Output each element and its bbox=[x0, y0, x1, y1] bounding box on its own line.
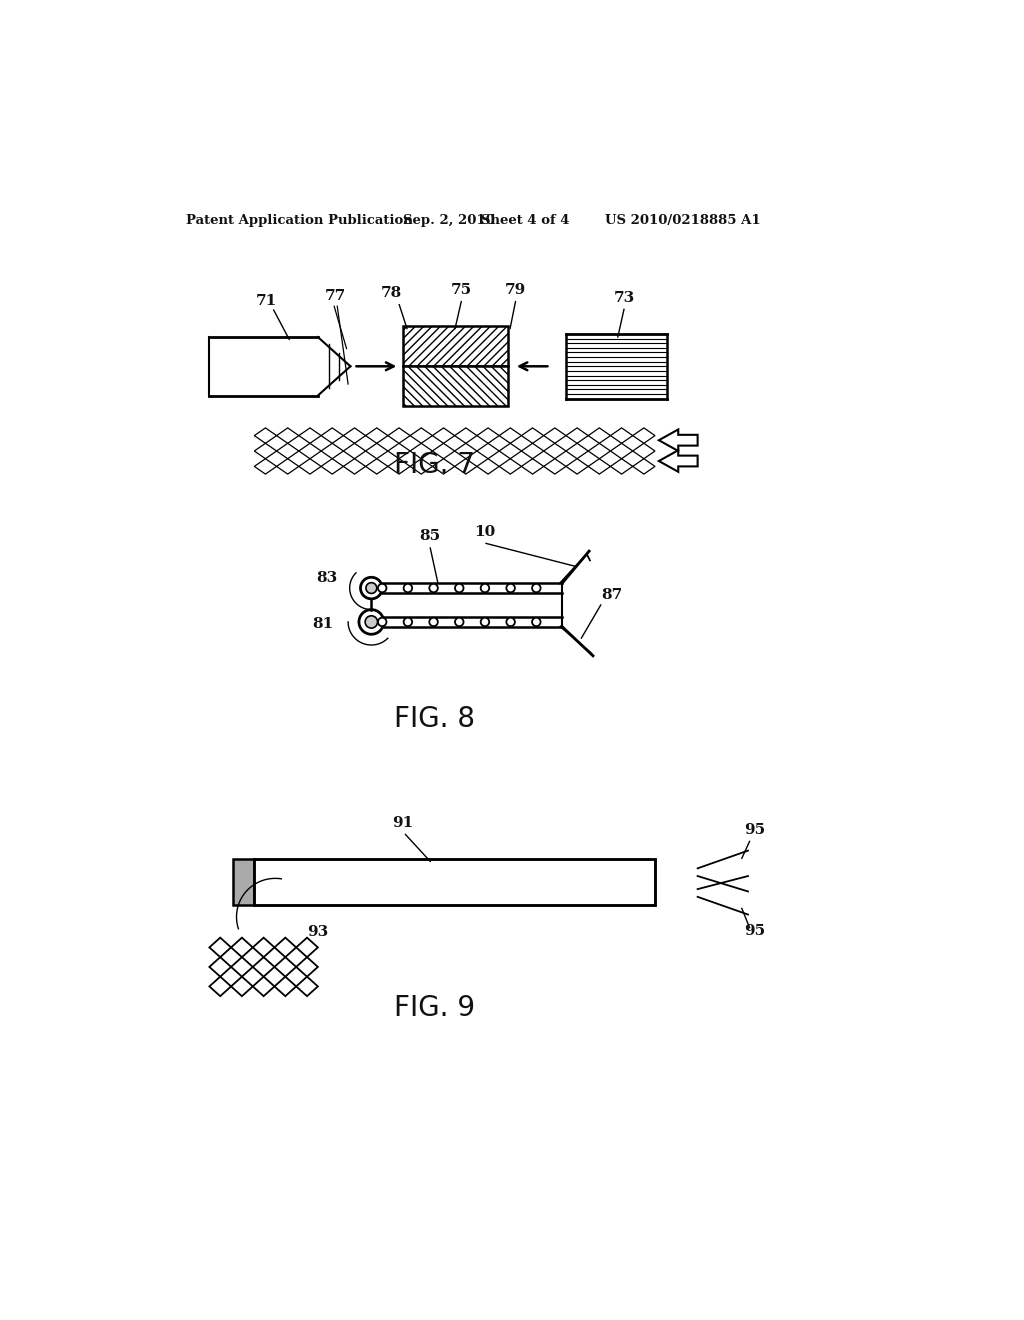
Bar bbox=[254, 859, 655, 906]
Circle shape bbox=[532, 618, 541, 626]
Bar bbox=[566, 346, 667, 348]
Polygon shape bbox=[274, 937, 296, 957]
Bar bbox=[566, 392, 667, 395]
Bar bbox=[566, 378, 667, 380]
Bar bbox=[566, 337, 667, 339]
Bar bbox=[566, 364, 667, 367]
Circle shape bbox=[366, 615, 378, 628]
Circle shape bbox=[360, 577, 382, 599]
Polygon shape bbox=[231, 977, 253, 997]
Text: 95: 95 bbox=[744, 822, 765, 837]
Text: 91: 91 bbox=[392, 816, 414, 830]
Text: Patent Application Publication: Patent Application Publication bbox=[186, 214, 413, 227]
Bar bbox=[566, 350, 667, 352]
Circle shape bbox=[403, 583, 412, 593]
Circle shape bbox=[455, 618, 464, 626]
Text: 85: 85 bbox=[420, 529, 440, 544]
Text: 81: 81 bbox=[312, 618, 334, 631]
Text: 10: 10 bbox=[474, 525, 496, 539]
Circle shape bbox=[403, 618, 412, 626]
Circle shape bbox=[378, 618, 386, 626]
Bar bbox=[566, 359, 667, 362]
Text: 79: 79 bbox=[505, 282, 526, 297]
Text: US 2010/0218885 A1: US 2010/0218885 A1 bbox=[604, 214, 760, 227]
Bar bbox=[566, 341, 667, 343]
Polygon shape bbox=[253, 937, 274, 957]
Polygon shape bbox=[658, 450, 697, 471]
Circle shape bbox=[359, 610, 384, 635]
Text: 83: 83 bbox=[316, 572, 337, 585]
Bar bbox=[566, 396, 667, 399]
Bar bbox=[566, 374, 667, 376]
Bar bbox=[566, 383, 667, 385]
Text: FIG. 8: FIG. 8 bbox=[393, 705, 475, 733]
Bar bbox=[566, 355, 667, 358]
Polygon shape bbox=[209, 977, 231, 997]
Circle shape bbox=[506, 583, 515, 593]
Polygon shape bbox=[296, 977, 317, 997]
Text: Sheet 4 of 4: Sheet 4 of 4 bbox=[480, 214, 569, 227]
Text: 77: 77 bbox=[325, 289, 346, 304]
Bar bbox=[566, 387, 667, 389]
Polygon shape bbox=[209, 937, 231, 957]
Circle shape bbox=[378, 583, 386, 593]
Polygon shape bbox=[209, 957, 231, 977]
Text: FIG. 7: FIG. 7 bbox=[393, 451, 475, 479]
Circle shape bbox=[532, 583, 541, 593]
Text: 75: 75 bbox=[451, 282, 472, 297]
Text: 78: 78 bbox=[381, 286, 402, 300]
Polygon shape bbox=[253, 977, 274, 997]
Text: Sep. 2, 2010: Sep. 2, 2010 bbox=[403, 214, 495, 227]
Text: 87: 87 bbox=[601, 587, 622, 602]
Bar bbox=[232, 859, 254, 906]
Text: 93: 93 bbox=[307, 925, 329, 939]
Bar bbox=[403, 326, 508, 367]
Bar bbox=[403, 367, 508, 407]
Circle shape bbox=[506, 618, 515, 626]
Text: FIG. 9: FIG. 9 bbox=[393, 994, 475, 1022]
Polygon shape bbox=[274, 977, 296, 997]
Circle shape bbox=[429, 618, 438, 626]
Polygon shape bbox=[231, 957, 253, 977]
Text: 95: 95 bbox=[744, 924, 765, 939]
Polygon shape bbox=[274, 957, 296, 977]
Circle shape bbox=[480, 618, 489, 626]
Text: 71: 71 bbox=[255, 294, 276, 308]
Text: 73: 73 bbox=[613, 290, 635, 305]
Polygon shape bbox=[296, 957, 317, 977]
Polygon shape bbox=[296, 937, 317, 957]
Circle shape bbox=[366, 582, 377, 594]
Circle shape bbox=[480, 583, 489, 593]
Polygon shape bbox=[231, 937, 253, 957]
Bar bbox=[566, 368, 667, 371]
Bar bbox=[254, 859, 655, 906]
Circle shape bbox=[429, 583, 438, 593]
Polygon shape bbox=[253, 957, 274, 977]
Circle shape bbox=[455, 583, 464, 593]
Polygon shape bbox=[658, 429, 697, 451]
